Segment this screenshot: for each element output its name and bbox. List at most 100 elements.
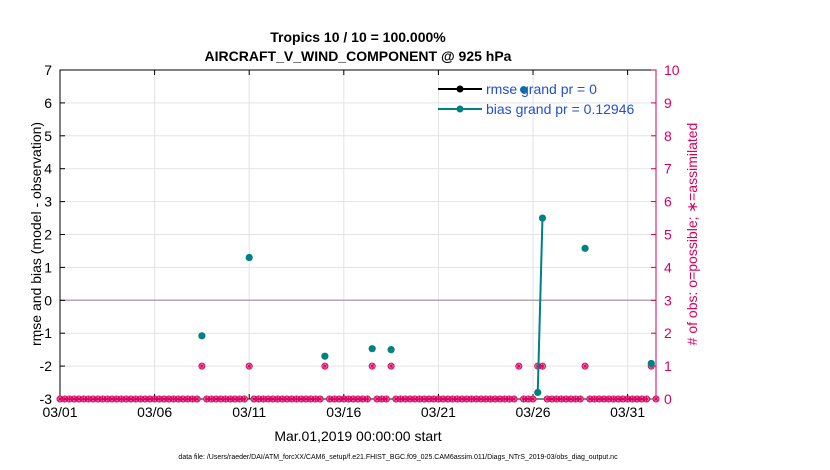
obs-assimilated-star [303,396,309,402]
y-axis-ticks: -3 -2 -1 0 1 2 3 4 5 6 7 [40,62,65,407]
obs-marker-65 [363,395,371,403]
obs-assimilated-star [156,396,162,402]
x-tick-label-5: 03/26 [515,404,550,420]
obs-assimilated-star [383,396,389,402]
obs-assimilated-star [407,396,413,402]
y2-tick-label-7: 7 [664,161,672,177]
grid-lines [59,69,656,400]
y2-tick-label-8: 8 [664,128,672,144]
y-tick-label-3: 0 [44,292,52,308]
obs-assimilated-star [582,363,588,369]
obs-assimilated-star [521,396,527,402]
obs-assimilated-star [511,396,517,402]
obs-assimilated-star [473,396,479,402]
obs-assimilated-star [265,396,271,402]
obs-assimilated-star [204,396,210,402]
obs-marker-55 [316,395,324,403]
y-axis-label: rmse and bias (model - observation) [28,122,44,346]
obs-assimilated-star [492,396,498,402]
obs-assimilated-star [71,396,77,402]
obs-assimilated-star [137,396,143,402]
obs-markers [56,362,660,403]
obs-possible-circle [368,362,376,370]
bias-point-0 [198,332,206,340]
obs-marker-30 [198,362,206,370]
obs-assimilated-star [312,396,318,402]
y2-tick-label-1: 1 [664,358,672,374]
x-tick-label-6: 03/31 [610,404,645,420]
x-axis-ticks: 03/01 03/06 03/11 03/16 03/21 03/26 03/31 [42,70,645,420]
obs-assimilated-star [166,396,172,402]
obs-possible-circle [316,395,324,403]
obs-assimilated-star [57,396,63,402]
y-tick-label-4: 1 [44,259,52,275]
obs-assimilated-star [530,396,536,402]
y-tick-label-0: -3 [40,391,53,407]
obs-possible-circle [576,395,584,403]
bias-series [198,214,655,397]
obs-assimilated-star [393,396,399,402]
obs-assimilated-star [171,396,177,402]
obs-possible-circle [193,395,201,403]
obs-marker-97 [515,362,523,370]
obs-assimilated-star [275,396,281,402]
obs-assimilated-star [95,396,101,402]
obs-assimilated-star [355,396,361,402]
obs-assimilated-star [336,396,342,402]
y-tick-label-1: -2 [40,358,53,374]
obs-assimilated-star [241,396,247,402]
obs-assimilated-star [577,396,583,402]
obs-assimilated-star [341,396,347,402]
obs-assimilated-star [133,396,139,402]
obs-assimilated-star [644,396,650,402]
obs-possible-circle [515,362,523,370]
obs-assimilated-star [322,363,328,369]
obs-assimilated-star [497,396,503,402]
obs-assimilated-star [431,396,437,402]
chart-title-line2: AIRCRAFT_V_WIND_COMPONENT @ 925 hPa [205,48,512,64]
bias-point-5 [534,388,542,397]
obs-assimilated-star [218,396,224,402]
obs-assimilated-star [237,396,243,402]
obs-assimilated-star [317,396,323,402]
obs-assimilated-star [284,396,290,402]
obs-assimilated-star [388,363,394,369]
obs-assimilated-star [459,396,465,402]
obs-assimilated-star [653,396,659,402]
obs-assimilated-star [478,396,484,402]
legend-bias-marker [456,105,464,113]
x-tick-label-2: 03/11 [232,404,266,420]
y2-tick-label-0: 0 [664,391,672,407]
obs-possible-circle [245,362,253,370]
obs-assimilated-star [506,396,512,402]
y-tick-label-6: 3 [44,194,52,210]
obs-assimilated-star [402,396,408,402]
obs-possible-circle [387,362,395,370]
obs-marker-110 [576,395,584,403]
obs-assimilated-star [544,396,550,402]
y-tick-label-2: -1 [40,325,53,341]
bias-point-3 [368,345,376,353]
obs-assimilated-star [260,396,266,402]
obs-assimilated-star [549,396,555,402]
obs-possible-circle [538,362,546,370]
obs-possible-circle [382,395,390,403]
obs-assimilated-star [223,396,229,402]
obs-marker-56 [321,362,329,370]
obs-marker-111 [581,362,589,370]
obs-marker-29 [193,395,201,403]
obs-assimilated-star [374,396,380,402]
obs-assimilated-star [81,396,87,402]
obs-assimilated-star [90,396,96,402]
y2-tick-label-5: 5 [664,227,672,243]
obs-assimilated-star [100,396,106,402]
legend-bias-label: bias grand pr = 0.12946 [486,101,634,117]
bias-point-8 [647,359,655,368]
obs-marker-69 [382,395,390,403]
obs-assimilated-star [294,396,300,402]
y-tick-label-10: 7 [44,62,52,78]
y2-axis-ticks: 0 1 2 3 4 5 6 7 8 9 10 [651,62,680,407]
obs-assimilated-star [199,363,205,369]
obs-assimilated-star [194,396,200,402]
obs-assimilated-star [592,396,598,402]
